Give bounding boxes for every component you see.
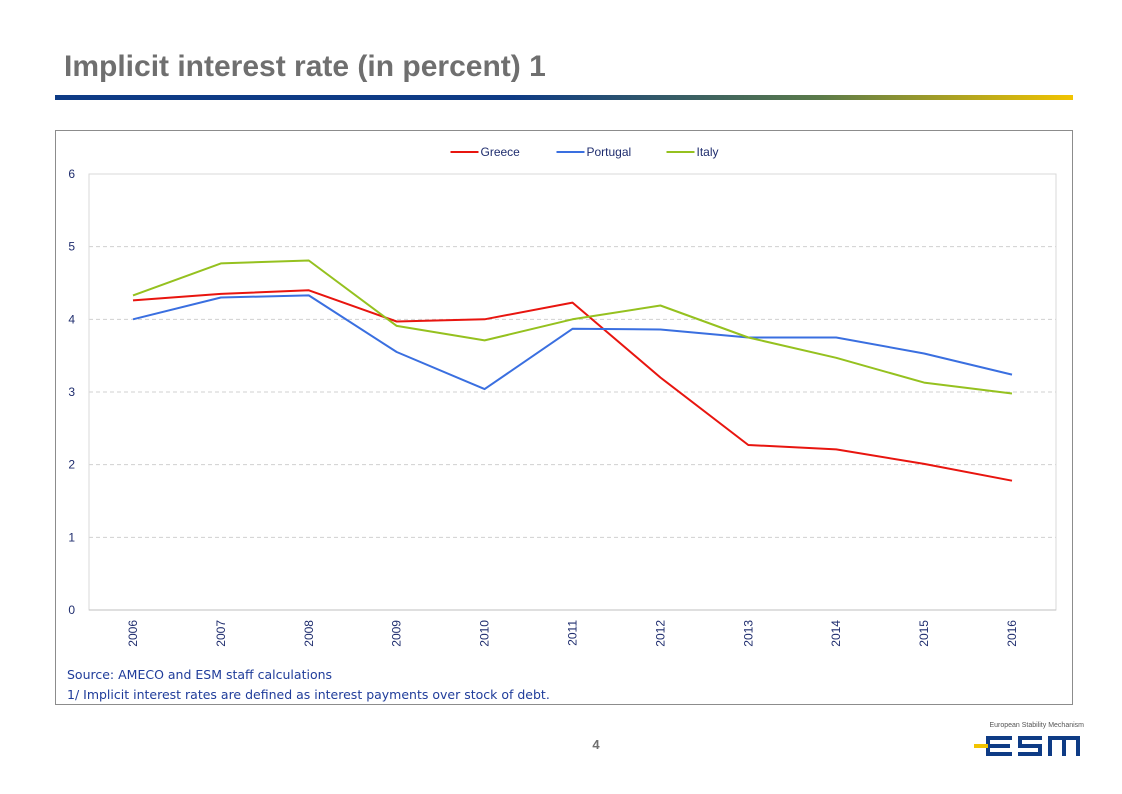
series-lines	[132, 259, 1013, 482]
x-tick-label-2015: 2015	[917, 620, 931, 647]
y-tick-label-3: 3	[68, 385, 75, 399]
x-tick-label-2014: 2014	[829, 620, 843, 647]
esm-logo-mark	[974, 736, 1080, 756]
chart-frame: 0 1 2 3 4 5 6 2006 2007 2008 2009 2010 2011 2012 2013 2…	[55, 130, 1073, 705]
axes: 0 1 2 3 4 5 6 2006 2007 2008 2009 2010 2011 2012 2013 2…	[68, 167, 1057, 647]
y-tick-label-1: 1	[68, 530, 75, 544]
logo-caption: European Stability Mechanism	[989, 722, 1084, 729]
y-tick-label-2: 2	[68, 458, 75, 472]
series-line-portugal	[132, 294, 1013, 391]
legend: Greece Portugal Italy	[450, 145, 719, 159]
title-rule	[55, 95, 1073, 100]
line-chart: 0 1 2 3 4 5 6 2006 2007 2008 2009 2010 2011 2012 2013 2…	[68, 145, 1057, 647]
x-tick-label-2006: 2006	[126, 620, 140, 647]
esm-logo: European Stability Mechanism	[972, 722, 1084, 762]
y-tick-label-4: 4	[68, 312, 75, 326]
y-tick-label-5: 5	[68, 240, 75, 254]
x-tick-label-2008: 2008	[302, 620, 316, 647]
x-tick-label-2010: 2010	[478, 620, 492, 647]
grid-lines	[89, 246, 1056, 538]
footnote-text: 1/ Implicit interest rates are defined a…	[67, 687, 550, 702]
y-tick-label-6: 6	[68, 167, 75, 181]
slide-title: Implicit interest rate (in percent) 1	[64, 50, 546, 83]
x-tick-label-2009: 2009	[390, 620, 404, 647]
x-tick-label-2011: 2011	[566, 620, 580, 646]
x-tick-label-2007: 2007	[214, 620, 228, 647]
source-text: Source: AMECO and ESM staff calculations	[67, 667, 333, 682]
page-number: 4	[592, 737, 600, 752]
source-note: Source: AMECO and ESM staff calculations…	[67, 665, 550, 705]
series-line-italy	[132, 259, 1013, 395]
x-tick-label-2016: 2016	[1005, 620, 1019, 647]
legend-label-portugal: Portugal	[587, 145, 632, 159]
x-tick-label-2012: 2012	[653, 620, 667, 647]
series-line-greece	[132, 289, 1013, 482]
x-tick-label-2013: 2013	[741, 620, 755, 647]
legend-label-greece: Greece	[481, 145, 521, 159]
legend-label-italy: Italy	[697, 145, 719, 159]
y-tick-label-0: 0	[68, 603, 75, 617]
